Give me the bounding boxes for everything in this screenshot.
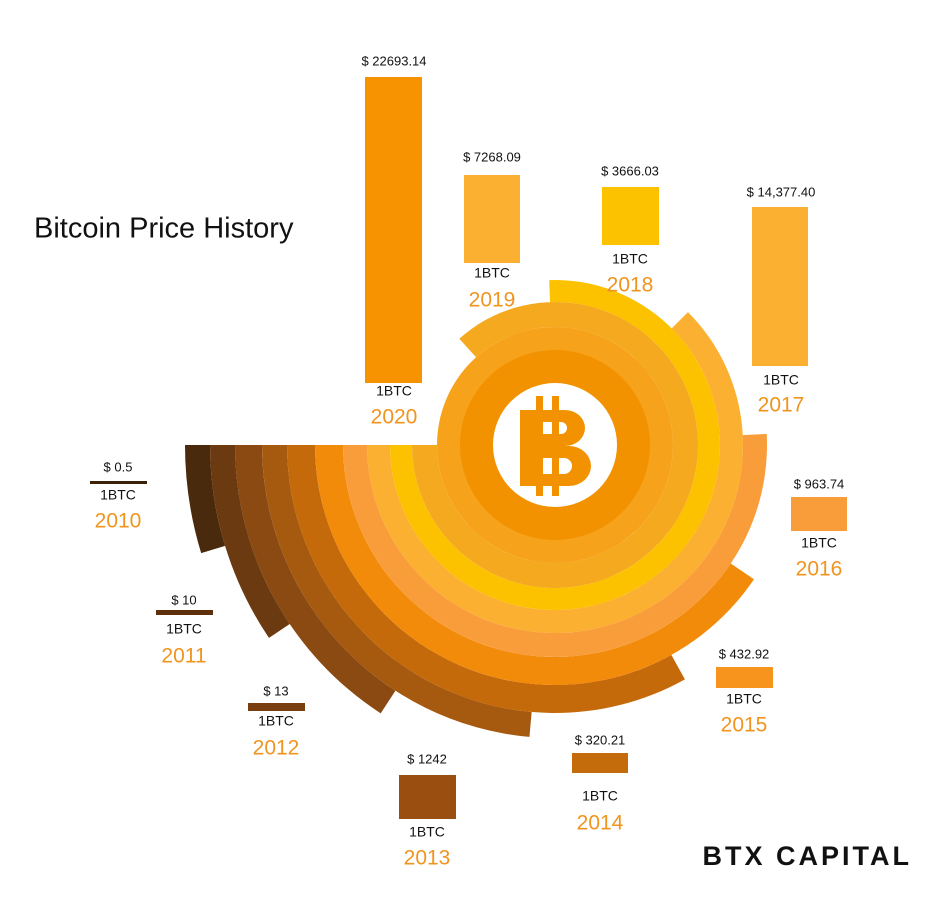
price-items: $ 22693.14 1BTC 2020 $ 7268.09 1BTC 2019 $ 366… — [90, 53, 847, 870]
unit-label: 1BTC — [376, 383, 412, 399]
spiral-ring — [315, 445, 754, 686]
price-label: $ 320.21 — [575, 732, 626, 747]
symbol-b — [520, 410, 591, 486]
price-label: $ 7268.09 — [463, 149, 521, 164]
year-label: 2020 — [371, 406, 418, 429]
price-bar — [90, 481, 147, 484]
year-label: 2011 — [161, 645, 206, 668]
price-label: $ 1242 — [407, 751, 447, 766]
price-bar — [791, 497, 847, 531]
price-bar — [572, 753, 628, 773]
price-label: $ 3666.03 — [601, 163, 659, 178]
year-label: 2012 — [253, 737, 300, 760]
unit-label: 1BTC — [612, 251, 648, 267]
price-bar — [399, 775, 456, 819]
price-bar — [248, 703, 305, 711]
price-label: $ 13 — [263, 683, 288, 698]
price-label: $ 963.74 — [794, 476, 845, 491]
logo: BTX CAPITAL — [703, 841, 913, 871]
year-label: 2013 — [404, 847, 451, 870]
year-label: 2016 — [796, 558, 843, 581]
price-label: $ 10 — [171, 592, 196, 607]
year-label: 2015 — [721, 714, 768, 737]
unit-label: 1BTC — [100, 487, 136, 503]
unit-label: 1BTC — [474, 265, 510, 281]
unit-label: 1BTC — [258, 713, 294, 729]
unit-label: 1BTC — [801, 535, 837, 551]
unit-label: 1BTC — [726, 691, 762, 707]
year-label: 2010 — [95, 510, 142, 533]
price-label: $ 0.5 — [104, 459, 133, 474]
bitcoin-symbol — [520, 396, 591, 496]
year-label: 2014 — [577, 812, 624, 835]
spiral-ring — [235, 445, 396, 714]
year-label: 2018 — [607, 274, 654, 297]
price-bar — [602, 187, 659, 245]
price-bar — [156, 610, 213, 615]
spiral-ring — [210, 445, 290, 638]
year-label: 2019 — [469, 289, 516, 312]
spiral-ring — [287, 445, 685, 713]
spiral-ring — [343, 433, 768, 657]
spiral-ring — [367, 312, 743, 633]
price-bar — [365, 77, 422, 383]
unit-label: 1BTC — [409, 824, 445, 840]
price-bar — [464, 175, 520, 263]
price-bar — [716, 667, 773, 688]
unit-label: 1BTC — [582, 788, 618, 804]
unit-label: 1BTC — [166, 621, 202, 637]
price-label: $ 14,377.40 — [747, 184, 816, 199]
spiral-ring — [185, 445, 226, 554]
price-label: $ 432.92 — [719, 646, 770, 661]
title: Bitcoin Price History — [34, 213, 294, 245]
year-label: 2017 — [758, 394, 805, 417]
unit-label: 1BTC — [763, 372, 799, 388]
spiral-ring — [262, 445, 532, 737]
price-bar — [752, 207, 808, 366]
price-label: $ 22693.14 — [361, 53, 426, 68]
